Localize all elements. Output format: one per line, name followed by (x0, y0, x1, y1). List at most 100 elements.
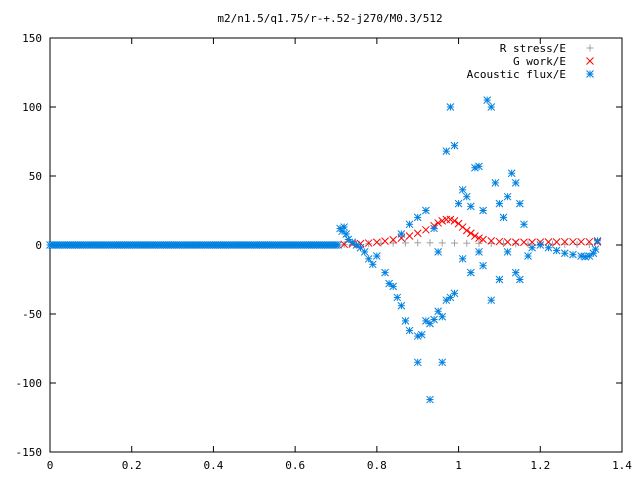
x-tick-label: 1 (455, 459, 462, 472)
data-point (499, 213, 508, 222)
data-point (512, 240, 520, 248)
legend-marker (586, 57, 594, 65)
data-point (414, 239, 422, 247)
data-point (340, 223, 349, 231)
data-point (426, 395, 434, 404)
data-point (463, 239, 471, 247)
data-point (544, 243, 553, 252)
data-point (368, 260, 377, 269)
data-point (487, 296, 496, 305)
data-point (471, 232, 479, 240)
data-point (430, 315, 438, 324)
data-point (454, 199, 463, 208)
data-point (466, 202, 475, 211)
x-tick-label: 0.2 (122, 459, 142, 472)
data-point (422, 206, 430, 215)
data-point (438, 216, 447, 225)
data-point (495, 237, 504, 246)
data-point (364, 239, 373, 247)
data-point (479, 261, 487, 270)
data-point (401, 317, 410, 325)
data-point (475, 234, 483, 242)
data-point (458, 254, 467, 263)
acoustic-flux-point (334, 241, 342, 249)
data-point (389, 235, 398, 244)
data-point (434, 307, 442, 316)
data-point (450, 216, 459, 225)
y-tick-label: -100 (16, 377, 43, 390)
data-point (479, 206, 487, 215)
data-point (593, 237, 602, 245)
data-point (516, 275, 524, 284)
data-point (487, 103, 496, 111)
x-tick-label: 0.6 (285, 459, 305, 472)
data-point (503, 238, 512, 246)
data-point (475, 239, 483, 247)
data-point (528, 243, 536, 252)
data-point (573, 240, 581, 248)
data-point (446, 215, 455, 224)
data-point (405, 232, 414, 240)
data-point (458, 185, 467, 194)
data-point (393, 293, 402, 302)
x-tick-label: 0.4 (203, 459, 223, 472)
data-point (397, 230, 406, 238)
data-point (495, 199, 504, 208)
data-point (560, 249, 569, 258)
data-point (591, 245, 600, 253)
y-tick-label: 0 (35, 239, 42, 252)
data-point (434, 248, 442, 256)
data-point (466, 229, 475, 238)
y-tick-label: -150 (16, 446, 43, 459)
data-point (413, 229, 422, 238)
data-point (487, 237, 496, 245)
data-point (507, 169, 516, 178)
data-point (511, 238, 520, 247)
legend-label: G work/E (513, 55, 566, 68)
data-point (503, 248, 512, 256)
data-point (389, 239, 397, 247)
data-point (520, 220, 528, 229)
axes: 0 0.2 0.4 0.6 0.8 1 1.2 1.4 150 100 50 0 -50 -100 -150 (16, 32, 633, 472)
x-tick-label: 1.4 (612, 459, 632, 472)
data-point (438, 312, 447, 321)
data-point (340, 240, 349, 249)
data-point (397, 301, 406, 310)
y-tick-label: 50 (29, 170, 42, 183)
data-point (434, 219, 442, 227)
data-point (491, 179, 500, 187)
data-point (413, 358, 422, 367)
y-tick-label: 100 (22, 101, 42, 114)
data-point (413, 213, 422, 222)
data-point (585, 237, 594, 246)
data-point (417, 330, 426, 339)
data-point (450, 141, 459, 150)
data-point (516, 199, 524, 208)
data-point (552, 246, 561, 255)
data-point (524, 252, 532, 260)
data-point (373, 238, 381, 247)
data-point (405, 326, 414, 335)
legend-marker (586, 44, 594, 52)
series-1 (340, 215, 602, 249)
data-point (446, 103, 455, 111)
data-point (360, 248, 369, 256)
data-point (569, 237, 577, 246)
data-point (450, 239, 458, 247)
data-point (430, 224, 438, 233)
data-point (552, 238, 561, 246)
data-point (381, 237, 389, 245)
data-point (483, 96, 492, 104)
data-point (503, 192, 512, 201)
data-point (413, 332, 422, 340)
data-point (438, 358, 447, 367)
data-point (422, 225, 430, 234)
data-point (401, 239, 409, 247)
data-point (475, 248, 483, 256)
series-layer (46, 96, 602, 404)
data-point (381, 268, 389, 277)
data-point (581, 252, 590, 261)
data-point (495, 275, 504, 284)
